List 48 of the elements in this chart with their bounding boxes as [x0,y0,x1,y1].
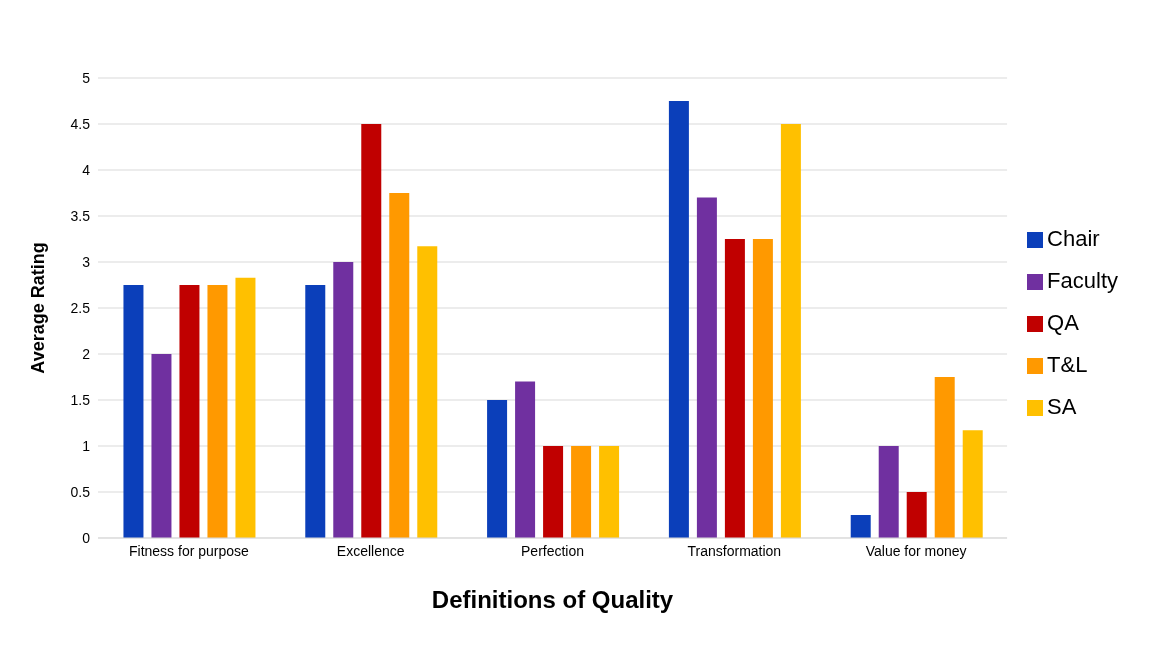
legend-label: Chair [1047,226,1100,251]
bar [543,446,564,538]
y-tick-label: 4.5 [70,115,91,132]
bar [151,354,172,538]
bar [361,124,382,538]
legend-label: SA [1047,394,1077,419]
bar [696,197,717,538]
bar [417,246,438,538]
y-tick-label: 0.5 [70,483,91,500]
bar [389,193,410,538]
y-tick-label: 5 [82,69,91,86]
legend-label: Faculty [1047,268,1118,293]
x-axis-title: Definitions of Quality [431,586,674,613]
bar [487,400,508,538]
y-tick-label: 1 [82,437,91,454]
bar [515,381,536,538]
bar [780,124,801,538]
y-tick-label: 2 [82,345,91,362]
bar [668,101,689,538]
x-tick-label: Perfection [521,542,585,559]
y-axis-title: Average Rating [28,242,49,374]
bar [305,285,326,538]
x-tick-label: Value for money [865,542,967,559]
bar [207,285,228,538]
bar [850,515,871,538]
y-tick-label: 1.5 [70,391,91,408]
y-tick-label: 3 [82,253,91,270]
y-tick-label: 4 [82,161,91,178]
bar [333,262,354,538]
bar [878,446,899,538]
x-tick-label: Fitness for purpose [128,542,250,559]
x-tick-label: Transformation [687,542,782,559]
legend-label: T&L [1047,352,1088,377]
y-tick-label: 3.5 [70,207,91,224]
bar [934,377,955,538]
y-tick-label: 0 [82,529,91,546]
bar [962,430,983,538]
bar [123,285,144,538]
bar [179,285,200,538]
bar [571,446,592,538]
y-tick-label: 2.5 [70,299,91,316]
legend-label: QA [1047,310,1079,335]
bar [752,239,773,538]
bar [724,239,745,538]
bar [906,492,927,538]
bar [599,446,620,538]
x-tick-label: Excellence [336,542,405,559]
bar [235,277,256,538]
